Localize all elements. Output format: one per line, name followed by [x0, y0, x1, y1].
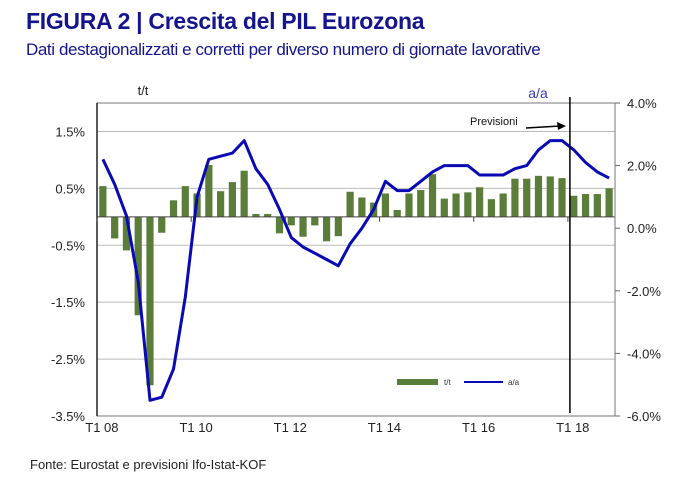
forecast-annotation: Previsioni: [470, 116, 518, 128]
left-tick-label: 1.5%: [55, 124, 85, 139]
bar-tt: [417, 190, 425, 217]
figure-title: FIGURA 2 | Crescita del PIL Eurozona: [26, 8, 425, 34]
bar-tt: [346, 191, 354, 217]
right-tick-label: 4.0%: [627, 96, 657, 111]
figure-subtitle: Dati destagionalizzati e corretti per di…: [26, 40, 541, 59]
bar-tt: [358, 197, 366, 217]
legend-label-aa: a/a: [508, 378, 520, 387]
bar-tt: [511, 178, 519, 217]
bar-tt: [534, 175, 543, 217]
right-tick-label: 2.0%: [627, 159, 657, 174]
bar-tt: [299, 216, 307, 237]
bar-tt: [228, 182, 236, 217]
right-axis-title: a/a: [528, 85, 548, 101]
bar-tt: [146, 216, 154, 386]
line-aa: [101, 139, 610, 402]
bar-tt: [181, 186, 189, 217]
bar-tt: [264, 213, 272, 217]
bar-tt: [593, 194, 601, 217]
bar-tt: [558, 178, 566, 217]
left-tick-label: -3.5%: [51, 409, 85, 424]
bar-tt: [405, 193, 413, 217]
x-tick-label: T1 08: [85, 420, 118, 435]
left-tick-label: -2.5%: [51, 352, 85, 367]
bar-tt: [452, 193, 460, 217]
left-tick-label: -1.5%: [51, 295, 85, 310]
bar-tt: [134, 216, 142, 316]
x-tick-label: T1 16: [462, 420, 495, 435]
bar-tt: [487, 199, 495, 217]
bar-tt: [440, 198, 448, 217]
source-note: Fonte: Eurostat e previsioni Ifo-Istat-K…: [30, 457, 267, 472]
bar-tt: [605, 188, 613, 217]
bar-tt: [169, 200, 178, 217]
right-tick-label: -2.0%: [627, 284, 661, 299]
bar-tt: [334, 216, 342, 237]
bar-tt: [570, 195, 578, 217]
forecast-arrow: [525, 125, 561, 129]
legend-swatch-tt: [397, 379, 438, 385]
bar-tt: [287, 216, 295, 226]
left-tick-label: 0.5%: [55, 181, 85, 196]
bar-tt: [546, 176, 554, 217]
bar-tt: [111, 216, 119, 239]
bar-tt: [476, 187, 484, 217]
bar-tt: [122, 216, 131, 251]
bar-tt: [499, 193, 507, 217]
legend-label-tt: t/t: [444, 378, 451, 387]
bar-tt: [393, 209, 401, 217]
bar-tt: [240, 170, 248, 217]
right-tick-label: -4.0%: [627, 346, 661, 361]
left-axis-title: t/t: [138, 83, 149, 98]
bar-tt: [428, 174, 437, 217]
right-tick-label: -6.0%: [627, 409, 661, 424]
bar-tt: [311, 216, 319, 226]
x-tick-label: T1 14: [368, 420, 401, 435]
left-tick-label: -0.5%: [51, 238, 85, 253]
bar-tt: [381, 193, 390, 217]
bar-tt: [275, 216, 284, 234]
bar-tt: [205, 165, 213, 217]
bar-tt: [158, 216, 166, 233]
bar-tt: [322, 216, 331, 242]
x-tick-label: T1 10: [179, 420, 212, 435]
bar-tt: [217, 191, 225, 217]
right-tick-label: 0.0%: [627, 221, 657, 236]
bar-tt: [523, 178, 531, 217]
arrow-head-icon: [557, 122, 566, 130]
bar-tt: [99, 186, 107, 217]
x-tick-label: T1 12: [274, 420, 307, 435]
bar-tt: [252, 213, 260, 217]
bar-tt: [464, 192, 472, 217]
x-tick-label: T1 18: [556, 420, 589, 435]
bar-tt: [581, 194, 590, 217]
